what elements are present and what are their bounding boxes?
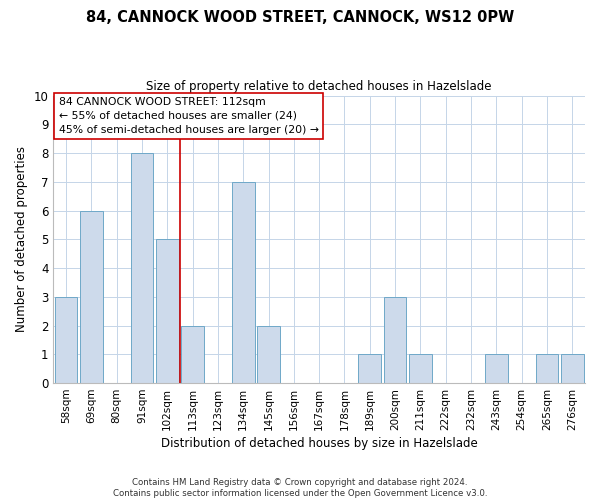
Y-axis label: Number of detached properties: Number of detached properties xyxy=(15,146,28,332)
Bar xyxy=(485,354,508,383)
Text: 84, CANNOCK WOOD STREET, CANNOCK, WS12 0PW: 84, CANNOCK WOOD STREET, CANNOCK, WS12 0… xyxy=(86,10,514,25)
X-axis label: Distribution of detached houses by size in Hazelslade: Distribution of detached houses by size … xyxy=(161,437,478,450)
Bar xyxy=(536,354,559,383)
Bar xyxy=(257,326,280,383)
Bar xyxy=(131,153,154,383)
Text: Contains HM Land Registry data © Crown copyright and database right 2024.
Contai: Contains HM Land Registry data © Crown c… xyxy=(113,478,487,498)
Bar xyxy=(561,354,584,383)
Bar xyxy=(384,297,406,383)
Title: Size of property relative to detached houses in Hazelslade: Size of property relative to detached ho… xyxy=(146,80,492,93)
Bar xyxy=(358,354,381,383)
Bar xyxy=(181,326,204,383)
Bar xyxy=(409,354,432,383)
Bar xyxy=(156,240,179,383)
Bar xyxy=(232,182,254,383)
Text: 84 CANNOCK WOOD STREET: 112sqm
← 55% of detached houses are smaller (24)
45% of : 84 CANNOCK WOOD STREET: 112sqm ← 55% of … xyxy=(59,97,319,135)
Bar xyxy=(55,297,77,383)
Bar xyxy=(80,210,103,383)
